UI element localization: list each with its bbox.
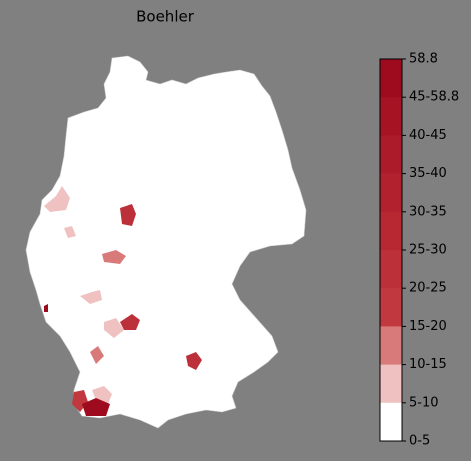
colorbar-segment [380, 288, 402, 327]
map [25, 55, 307, 429]
colorbar-tick-label: 10-15 [409, 357, 447, 372]
region [82, 398, 110, 416]
colorbar-segment [380, 97, 402, 136]
region [44, 304, 48, 312]
colorbar-tick-label: 25-30 [409, 243, 447, 258]
colorbar-tick-label: 20-25 [409, 281, 447, 296]
region [104, 318, 124, 338]
region [186, 352, 202, 370]
colorbar-segment [380, 211, 402, 251]
region [120, 314, 140, 330]
colorbar-segment [380, 364, 402, 404]
region [80, 290, 102, 304]
colorbar-tick-label: 5-10 [409, 395, 439, 410]
region [64, 226, 76, 238]
colorbar-segment [380, 173, 402, 213]
map-title: Boehler [136, 8, 195, 26]
colorbar-tick-label: 30-35 [409, 204, 447, 219]
colorbar-segment [380, 250, 402, 289]
country-outline [25, 55, 307, 429]
region [90, 346, 104, 364]
colorbar-tick-label: 58.8 [409, 52, 438, 67]
colorbar-tick-label: 15-20 [409, 319, 447, 334]
region [44, 186, 70, 212]
colorbar-tick-label: 0-5 [409, 434, 430, 449]
colorbar-segment [380, 135, 402, 174]
colorbar-tick-label: 40-45 [409, 128, 447, 143]
colorbar: 58.8 45-58.8 40-45 35-40 30-35 25-30 20-25 15-2… [379, 52, 459, 449]
colorbar-tick-label: 45-58.8 [409, 90, 459, 105]
region [120, 204, 136, 226]
colorbar-segment [380, 402, 402, 442]
colorbar-tick-label: 35-40 [409, 166, 447, 181]
colorbar-segment [380, 59, 402, 98]
colorbar-segment [380, 326, 402, 365]
region [102, 250, 126, 264]
